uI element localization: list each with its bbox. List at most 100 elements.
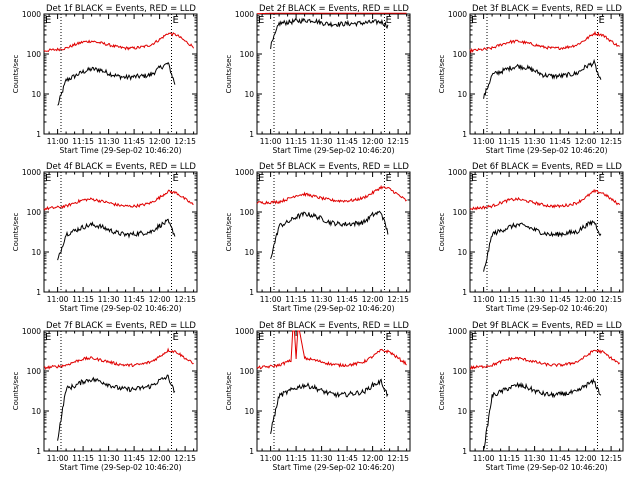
e-marker: E — [173, 173, 179, 184]
chart-title: Det 8f BLACK = Events, RED = LLD — [259, 321, 409, 331]
x-tick-label: 11:30 — [98, 454, 120, 463]
x-tick-label: 11:00 — [47, 454, 69, 463]
events-series-line — [57, 374, 176, 441]
x-axis-label: Start Time (29-Sep-02 10:46:20) — [60, 304, 182, 313]
y-tick-label: 10 — [244, 248, 254, 257]
y-tick-label: 10 — [457, 407, 467, 416]
chart-title: Det 5f BLACK = Events, RED = LLD — [259, 162, 409, 172]
chart-title: Det 4f BLACK = Events, RED = LLD — [46, 162, 196, 172]
x-tick-label: 11:00 — [473, 454, 495, 463]
plot-frame — [43, 330, 198, 452]
x-tick-label: 12:00 — [575, 137, 597, 146]
y-tick-label: 1000 — [22, 10, 41, 19]
plot-frame — [469, 330, 624, 452]
x-tick-label: 11:00 — [260, 295, 282, 304]
lld-series-line — [256, 184, 407, 205]
x-tick-label: 11:30 — [524, 454, 546, 463]
events-series-line — [270, 210, 389, 259]
e-marker: E — [258, 15, 264, 26]
x-tick-label: 12:15 — [387, 295, 409, 304]
e-marker: E — [386, 332, 392, 343]
x-tick-label: 11:15 — [285, 454, 307, 463]
events-series-line — [270, 17, 389, 49]
x-tick-label: 12:00 — [362, 137, 384, 146]
y-tick-label: 10 — [31, 90, 41, 99]
y-tick-label: 1000 — [448, 10, 467, 19]
x-tick-label: 12:15 — [387, 137, 409, 146]
y-tick-label: 1 — [36, 130, 41, 139]
chart-panel: Det 6f BLACK = Events, RED = LLD 1 10 100 10… — [438, 162, 624, 313]
e-marker: E — [258, 173, 264, 184]
y-tick-label: 1000 — [22, 168, 41, 177]
chart-panel: Det 8f BLACK = Events, RED = LLD 1 10 100 10… — [225, 321, 411, 472]
x-tick-label: 11:15 — [285, 295, 307, 304]
e-marker: E — [45, 15, 51, 26]
e-marker: E — [471, 332, 477, 343]
x-tick-label: 11:30 — [311, 137, 333, 146]
y-tick-label: 100 — [453, 208, 468, 217]
x-tick-label: 11:30 — [311, 295, 333, 304]
x-tick-label: 12:15 — [600, 295, 622, 304]
chart-title: Det 6f BLACK = Events, RED = LLD — [472, 162, 622, 172]
y-tick-label: 10 — [244, 90, 254, 99]
chart-panel: Det 1f BLACK = Events, RED = LLD 1 10 100 10… — [12, 4, 198, 155]
y-tick-label: 100 — [453, 50, 468, 59]
x-tick-label: 11:45 — [123, 137, 145, 146]
chart-title: Det 3f BLACK = Events, RED = LLD — [472, 4, 622, 14]
y-tick-label: 100 — [27, 367, 42, 376]
x-axis-label: Start Time (29-Sep-02 10:46:20) — [273, 463, 395, 472]
x-tick-label: 11:45 — [336, 295, 358, 304]
y-axis-label: Counts/sec — [12, 372, 20, 411]
x-tick-label: 12:15 — [387, 454, 409, 463]
x-tick-label: 11:15 — [72, 137, 94, 146]
e-marker: E — [173, 332, 179, 343]
plot-frame — [469, 13, 624, 135]
x-tick-label: 12:00 — [149, 454, 171, 463]
y-tick-label: 1000 — [235, 168, 254, 177]
x-tick-label: 12:15 — [600, 454, 622, 463]
y-axis-label: Counts/sec — [12, 55, 20, 94]
x-tick-label: 11:45 — [336, 454, 358, 463]
y-axis-label: Counts/sec — [438, 213, 446, 252]
plot-frame — [43, 171, 198, 293]
x-tick-label: 11:45 — [123, 454, 145, 463]
x-tick-label: 11:30 — [98, 295, 120, 304]
plot-frame — [469, 171, 624, 293]
y-axis-label: Counts/sec — [12, 213, 20, 252]
x-tick-label: 12:00 — [149, 295, 171, 304]
e-marker: E — [599, 332, 605, 343]
lld-series-line — [469, 348, 621, 370]
x-tick-label: 11:15 — [498, 137, 520, 146]
x-tick-label: 11:30 — [524, 137, 546, 146]
e-marker: E — [45, 332, 51, 343]
x-axis-label: Start Time (29-Sep-02 10:46:20) — [486, 304, 608, 313]
e-marker: E — [599, 15, 605, 26]
y-tick-label: 1000 — [448, 168, 467, 177]
y-tick-label: 1 — [36, 288, 41, 297]
plot-frame — [256, 330, 411, 452]
x-tick-label: 11:15 — [498, 295, 520, 304]
e-marker: E — [386, 15, 392, 26]
y-tick-label: 100 — [240, 50, 255, 59]
x-tick-label: 11:00 — [47, 137, 69, 146]
e-marker: E — [258, 332, 264, 343]
plot-frame — [256, 171, 411, 293]
y-tick-label: 10 — [31, 248, 41, 257]
lld-series-line — [43, 347, 194, 371]
y-tick-label: 1 — [462, 130, 467, 139]
y-tick-label: 100 — [240, 208, 255, 217]
events-series-line — [483, 58, 602, 99]
x-axis-label: Start Time (29-Sep-02 10:46:20) — [486, 146, 608, 155]
chart-panel: Det 7f BLACK = Events, RED = LLD 1 10 100 10… — [12, 321, 198, 472]
x-tick-label: 11:45 — [549, 295, 571, 304]
x-tick-label: 12:00 — [362, 295, 384, 304]
lld-series-line — [43, 32, 195, 53]
x-axis-label: Start Time (29-Sep-02 10:46:20) — [273, 146, 395, 155]
chart-title: Det 2f BLACK = Events, RED = LLD — [259, 4, 409, 14]
y-tick-label: 10 — [244, 407, 254, 416]
y-axis-label: Counts/sec — [225, 213, 233, 252]
y-tick-label: 1 — [462, 447, 467, 456]
y-tick-label: 1000 — [235, 10, 254, 19]
x-tick-label: 11:15 — [72, 454, 94, 463]
